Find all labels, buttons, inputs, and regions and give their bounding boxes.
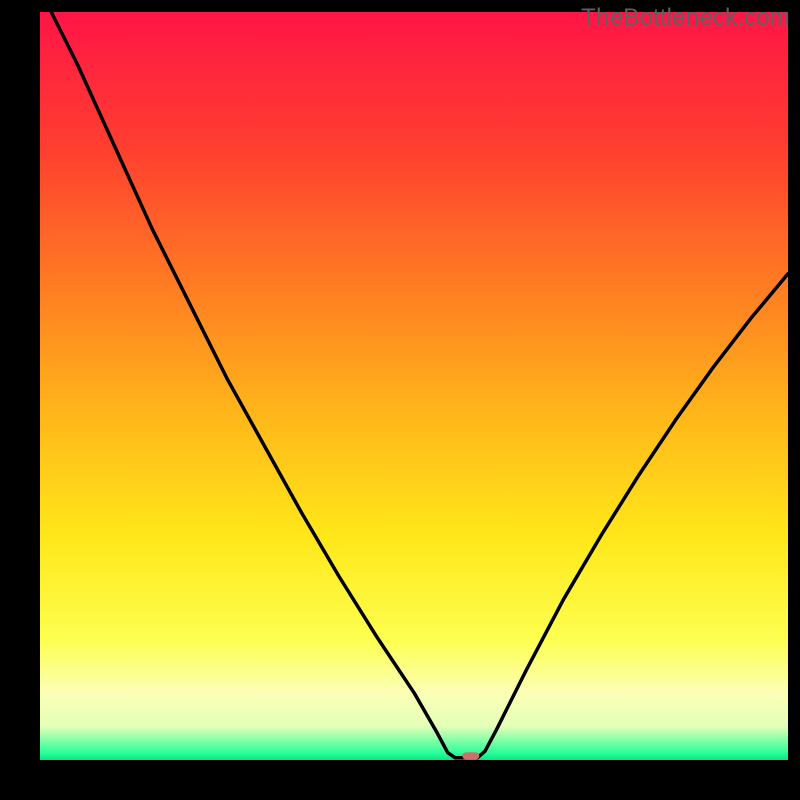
watermark-label: TheBottleneck.com bbox=[581, 4, 790, 32]
chart-container: TheBottleneck.com bbox=[0, 0, 800, 800]
gradient-background bbox=[40, 12, 788, 760]
optimum-marker bbox=[462, 752, 479, 759]
bottleneck-chart bbox=[0, 0, 800, 800]
